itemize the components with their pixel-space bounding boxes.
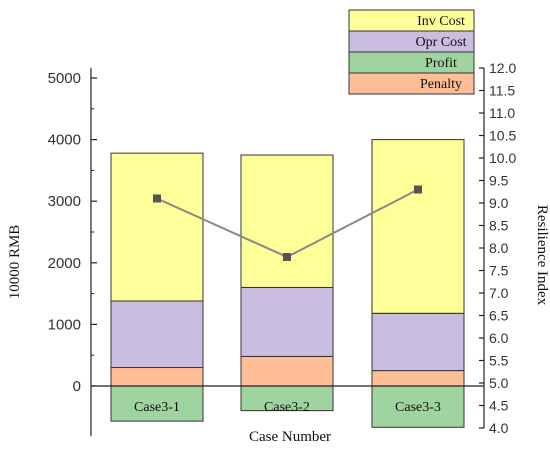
y-tick-label-right: 6.5 xyxy=(489,308,509,324)
legend-label-opr-cost: Opr Cost xyxy=(416,35,467,50)
y-tick-label-left: 1000 xyxy=(48,316,81,333)
y-axis-title-right: Resilience Index xyxy=(534,205,550,306)
bar-profit-2 xyxy=(240,385,334,412)
bar-inv-cost-2 xyxy=(240,154,334,288)
case-label-3: Case3-3 xyxy=(395,400,441,415)
y-tick-label-left: 0 xyxy=(73,378,81,395)
y-tick-label-right: 4.0 xyxy=(489,420,509,436)
bar-inv-cost-1 xyxy=(110,152,204,302)
y-tick-label-right: 6.0 xyxy=(489,330,509,346)
y-tick-label-right: 11.0 xyxy=(489,105,515,121)
bar-opr-cost-3 xyxy=(371,312,465,372)
resilience-point-1 xyxy=(153,194,161,203)
y-tick-label-left: 5000 xyxy=(48,70,81,87)
y-tick-label-right: 12.0 xyxy=(489,60,516,76)
line-layer xyxy=(153,185,422,261)
y-tick-label-right: 10.0 xyxy=(489,150,516,166)
y-tick-label-right: 8.0 xyxy=(489,240,509,256)
y-tick-label-right: 11.5 xyxy=(489,83,515,99)
resilience-point-2 xyxy=(283,253,291,261)
y-axis-title-left: 10000 RMB xyxy=(7,225,23,300)
y-tick-label-right: 4.5 xyxy=(489,398,509,414)
bar-opr-cost-2 xyxy=(240,286,334,357)
x-axis-title: Case Number xyxy=(249,429,331,445)
y-tick-label-left: 4000 xyxy=(48,132,81,149)
labels-layer: Case3-1 Case3-2 Case3-3 xyxy=(134,400,441,415)
axes-layer: 0 1000 2000 3000 4000 5000 4.0 4.5 5.0 5.5 6.0 6.5 7… xyxy=(48,60,516,436)
legend-label-profit: Profit xyxy=(425,56,457,71)
legend-swatch-penalty xyxy=(348,72,475,95)
bar-penalty-1 xyxy=(110,367,204,387)
bar-penalty-2 xyxy=(240,355,334,387)
bar-opr-cost-1 xyxy=(110,300,204,369)
bars-layer xyxy=(110,139,465,428)
y-tick-label-right: 8.5 xyxy=(489,218,509,234)
bar-penalty-3 xyxy=(371,370,465,387)
y-tick-label-left: 2000 xyxy=(48,255,81,272)
y-tick-label-right: 7.5 xyxy=(489,263,509,279)
y-tick-label-right: 5.5 xyxy=(489,353,509,369)
bar-profit-1 xyxy=(110,385,204,422)
y-tick-label-right: 9.0 xyxy=(489,195,509,211)
resilience-point-3 xyxy=(414,185,422,194)
y-tick-label-left: 3000 xyxy=(48,193,81,210)
legend-label-inv-cost: Inv Cost xyxy=(417,14,465,29)
legend: Inv Cost Opr Cost Profit Penalty xyxy=(348,9,475,95)
case-label-2: Case3-2 xyxy=(264,400,310,415)
y-tick-label-right: 7.0 xyxy=(489,285,509,301)
legend-label-penalty: Penalty xyxy=(420,77,462,92)
y-tick-label-right: 10.5 xyxy=(489,128,516,144)
y-tick-label-right: 9.5 xyxy=(489,173,509,189)
bar-inv-cost-3 xyxy=(371,139,465,314)
case-label-1: Case3-1 xyxy=(134,400,180,415)
y-tick-label-right: 5.0 xyxy=(489,375,509,391)
